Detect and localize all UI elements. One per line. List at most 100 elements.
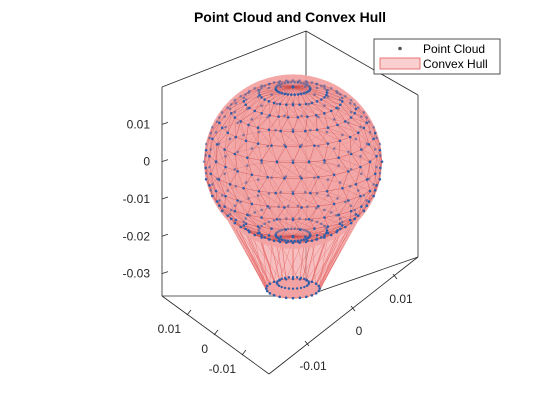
hull-edge: [297, 220, 313, 230]
hull-edge: [218, 127, 226, 144]
hull-edge: [311, 102, 325, 114]
point-cloud-marker: [277, 284, 281, 288]
point-cloud-marker: [303, 190, 307, 194]
hull-edge: [351, 206, 362, 212]
hull-edge: [324, 97, 341, 105]
hull-edge: [355, 205, 367, 215]
point-cloud-marker: [349, 110, 353, 114]
hull-edge: [251, 174, 268, 178]
point-cloud-marker: [341, 133, 344, 137]
point-cloud-marker: [239, 225, 242, 229]
point-cloud-marker: [298, 277, 302, 281]
hull-edge: [249, 215, 265, 225]
point-cloud-marker: [372, 194, 375, 198]
hull-edge: [373, 167, 377, 185]
hull-edge: [209, 185, 218, 202]
point-cloud-marker: [356, 106, 360, 109]
point-cloud-marker: [244, 98, 248, 101]
point-cloud-marker: [317, 289, 321, 293]
hull-edge: [350, 117, 364, 129]
hull-edge: [340, 214, 356, 219]
hull-edge: [271, 160, 294, 178]
hull-edge: [258, 230, 277, 237]
hull-edge: [324, 148, 335, 163]
hull-edge: [216, 132, 228, 145]
point-cloud-marker: [217, 178, 221, 181]
hull-edge: [351, 153, 371, 163]
point-cloud-marker: [260, 224, 263, 228]
hull-edge: [363, 184, 374, 196]
y-axis-line: [268, 256, 419, 375]
hull-edge: [360, 143, 368, 157]
point-cloud-marker: [209, 188, 213, 192]
hull-edge: [310, 190, 328, 194]
hull-edge: [278, 191, 294, 207]
hull-edge: [251, 203, 262, 218]
hull-edge: [257, 96, 262, 106]
hull-edge: [292, 205, 299, 219]
hull-edge: [336, 107, 346, 122]
hull-edge: [305, 207, 317, 220]
point-cloud-marker: [375, 154, 378, 158]
hull-edge: [324, 87, 337, 92]
hull-edge: [269, 207, 281, 220]
hull-edge: [273, 220, 283, 231]
hull-edge: [299, 104, 308, 117]
point-cloud-marker: [300, 114, 303, 118]
hull-edge: [291, 228, 294, 237]
hull-edge: [326, 191, 335, 205]
hull-edge: [285, 161, 310, 177]
point-cloud-marker: [286, 239, 290, 243]
hull-edge: [279, 81, 288, 83]
point-cloud-marker: [223, 205, 226, 208]
point-cloud-marker: [304, 102, 308, 106]
hull-edge: [300, 176, 315, 178]
point-cloud-marker: [365, 178, 369, 181]
hull-edge: [235, 89, 259, 104]
point-cloud-marker: [299, 239, 303, 242]
point-cloud-marker: [204, 148, 208, 152]
hull-edge: [276, 207, 285, 220]
point-cloud-marker: [283, 276, 287, 280]
hull-edge: [361, 116, 370, 122]
hull-edge: [278, 206, 287, 219]
point-cloud-marker: [365, 116, 368, 119]
hull-edge: [276, 161, 294, 163]
point-cloud-marker: [260, 112, 263, 115]
hull-edge: [284, 178, 294, 194]
hull-edge: [225, 195, 238, 201]
hull-edge: [245, 182, 249, 199]
hull-edge: [261, 207, 270, 211]
point-cloud-marker: [323, 112, 326, 115]
hull-edge: [354, 195, 365, 211]
hull-edge: [225, 134, 244, 157]
point-cloud-marker: [356, 189, 360, 192]
point-cloud-marker: [349, 152, 353, 156]
hull-edge: [301, 131, 328, 146]
point-cloud-marker: [248, 106, 251, 110]
hull-edge: [267, 115, 285, 118]
legend-marker-point: [398, 46, 402, 51]
point-cloud-marker: [209, 172, 213, 176]
hull-edge: [251, 105, 262, 120]
hull-edge: [248, 124, 259, 128]
hull-edge: [327, 182, 341, 196]
hull-edge: [273, 93, 285, 104]
point-cloud-marker: [266, 204, 269, 208]
hull-edge: [342, 218, 355, 226]
point-cloud-marker: [268, 282, 272, 286]
hull-edge: [219, 200, 232, 211]
point-cloud-marker: [283, 206, 286, 209]
hull-edge: [363, 127, 374, 139]
hull-edge: [243, 188, 259, 192]
hull-edge: [210, 173, 226, 197]
hull-edge: [215, 161, 226, 168]
hull-edge: [279, 230, 294, 237]
hull-edge: [273, 220, 280, 231]
hull-edge: [363, 112, 374, 128]
hull-edge: [278, 206, 281, 220]
hull-edge: [308, 161, 335, 175]
point-cloud-marker: [326, 126, 330, 129]
hull-edge: [342, 188, 361, 197]
point-cloud-marker: [335, 230, 338, 234]
